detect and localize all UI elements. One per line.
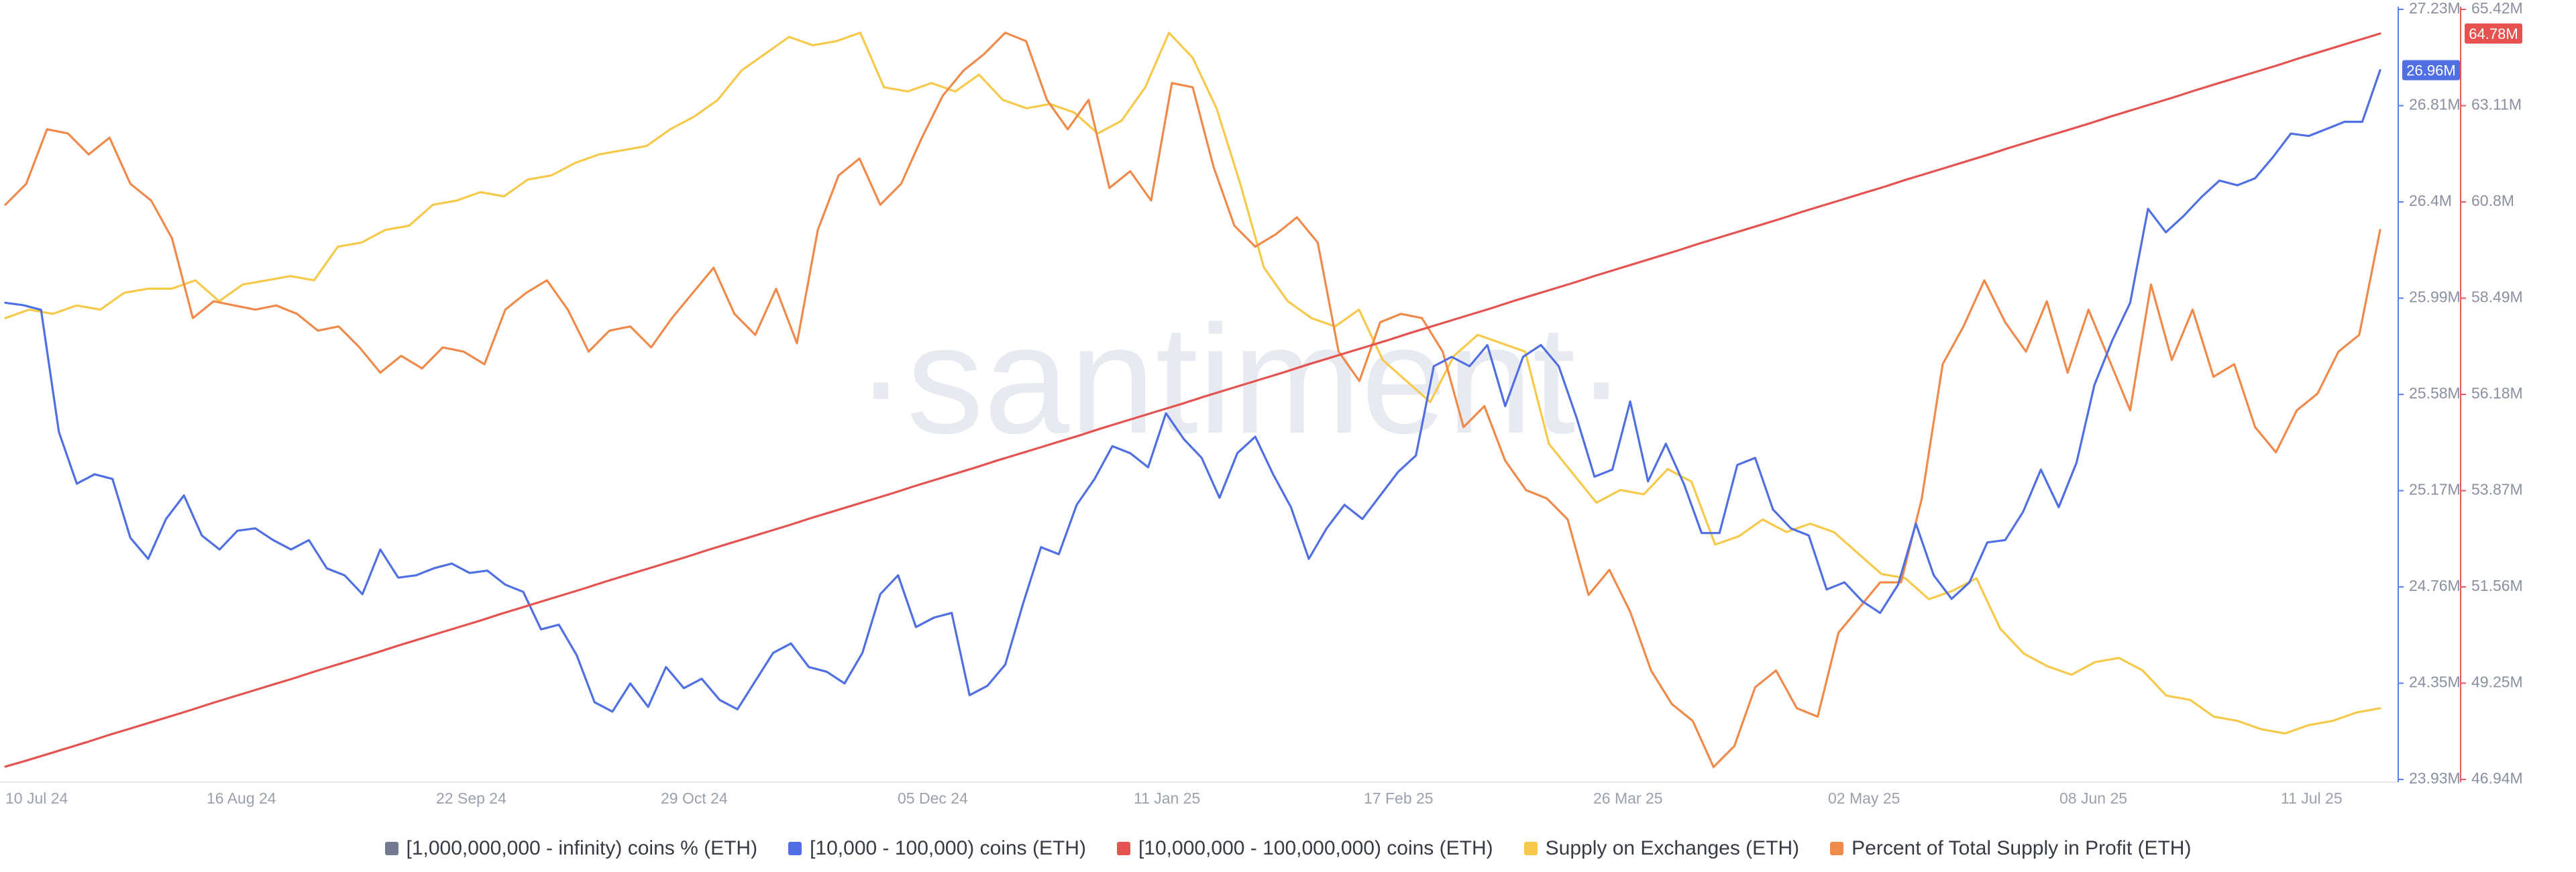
current-value-badge-red-bg bbox=[2465, 23, 2522, 44]
x-tick-label: 22 Sep 24 bbox=[436, 789, 506, 807]
legend-swatch bbox=[1830, 842, 1844, 855]
series-line-supply-on-exchanges-eth bbox=[4, 32, 2381, 735]
left-tick-label: 26.4M bbox=[2409, 192, 2452, 209]
x-tick-label: 02 May 25 bbox=[1828, 789, 1900, 807]
right-tick-label: 60.8M bbox=[2471, 192, 2514, 209]
series-line-10-000-100-000-coins-eth bbox=[4, 68, 2381, 713]
value-axis-blue: 27.23M 26.81M 26.4M 25.99M 25.58M 25.17M 24.76… bbox=[2398, 0, 2461, 787]
x-tick-label: 10 Jul 24 bbox=[5, 789, 68, 807]
right-tick-label: 46.94M bbox=[2471, 769, 2523, 787]
x-tick-label: 08 Jun 25 bbox=[2059, 789, 2127, 807]
legend-label: [10,000,000 - 100,000,000) coins (ETH) bbox=[1138, 837, 1493, 859]
watermark-text: ·santiment· bbox=[855, 293, 1627, 466]
legend-label: [1,000,000,000 - infinity) coins % (ETH) bbox=[406, 837, 758, 859]
series-layer bbox=[4, 32, 2381, 769]
left-tick-label: 24.76M bbox=[2409, 577, 2461, 594]
legend-label: Supply on Exchanges (ETH) bbox=[1545, 837, 1800, 859]
series-line-percent-of-total-supply-in-profit-eth bbox=[4, 32, 2381, 769]
right-tick-label: 58.49M bbox=[2471, 288, 2523, 306]
legend-swatch bbox=[1116, 842, 1130, 855]
legend-item-10-000-100-000-coins-eth[interactable]: [10,000 - 100,000) coins (ETH) bbox=[788, 837, 1086, 860]
legend-item-supply-on-exchanges-eth[interactable]: Supply on Exchanges (ETH) bbox=[1523, 837, 1800, 860]
left-tick-label: 25.99M bbox=[2409, 288, 2461, 306]
x-tick-label: 05 Dec 24 bbox=[898, 789, 968, 807]
value-axis-red: 65.42M 63.11M 60.8M 58.49M 56.18M 53.87M 51.56… bbox=[2461, 0, 2523, 787]
left-tick-label: 23.93M bbox=[2409, 769, 2461, 787]
x-tick-label: 17 Feb 25 bbox=[1364, 789, 1434, 807]
x-tick-label: 11 Jul 25 bbox=[2281, 789, 2343, 807]
left-tick-label: 26.81M bbox=[2409, 96, 2461, 113]
legend-item-percent-of-total-supply-in-profit-eth[interactable]: Percent of Total Supply in Profit (ETH) bbox=[1830, 837, 2191, 860]
left-tick-label: 27.23M bbox=[2409, 0, 2461, 17]
left-tick-label: 24.35M bbox=[2409, 673, 2461, 691]
left-tick-label: 25.17M bbox=[2409, 481, 2461, 498]
x-tick-label: 16 Aug 24 bbox=[207, 789, 276, 807]
left-tick-label: 25.58M bbox=[2409, 384, 2461, 402]
legend-item-10-000-000-100-000-000-coins-eth[interactable]: [10,000,000 - 100,000,000) coins (ETH) bbox=[1116, 837, 1493, 860]
legend-swatch bbox=[1523, 842, 1538, 855]
right-tick-label: 51.56M bbox=[2471, 577, 2523, 594]
current-value-badge-blue-bg bbox=[2402, 60, 2460, 80]
chart-legend: [1,000,000,000 - infinity) coins % (ETH)… bbox=[0, 832, 2576, 865]
legend-item-1-000-000-000-infinity-coins-eth[interactable]: [1,000,000,000 - infinity) coins % (ETH) bbox=[384, 837, 758, 860]
current-value-badge-red: 64.78M bbox=[2469, 25, 2518, 42]
right-tick-label: 53.87M bbox=[2471, 481, 2523, 498]
x-tick-label: 29 Oct 24 bbox=[661, 789, 728, 807]
legend-label: Percent of Total Supply in Profit (ETH) bbox=[1851, 837, 2192, 859]
right-tick-label: 63.11M bbox=[2471, 96, 2522, 113]
right-tick-label: 56.18M bbox=[2471, 384, 2523, 402]
legend-label: [10,000 - 100,000) coins (ETH) bbox=[810, 837, 1086, 859]
legend-swatch bbox=[788, 842, 802, 855]
x-tick-label: 26 Mar 25 bbox=[1593, 789, 1663, 807]
current-value-badges: 26.96M 64.78M bbox=[2402, 23, 2522, 80]
right-tick-label: 65.42M bbox=[2471, 0, 2523, 17]
current-value-badge-blue: 26.96M bbox=[2406, 62, 2455, 79]
x-tick-labels: 10 Jul 24 16 Aug 24 22 Sep 24 29 Oct 24 05 D… bbox=[5, 789, 2343, 807]
x-tick-label: 11 Jan 25 bbox=[1134, 789, 1200, 807]
legend-swatch bbox=[384, 842, 398, 855]
right-tick-label: 49.25M bbox=[2471, 673, 2523, 691]
series-line-10-000-000-100-000-000-coins-eth bbox=[4, 32, 2381, 768]
